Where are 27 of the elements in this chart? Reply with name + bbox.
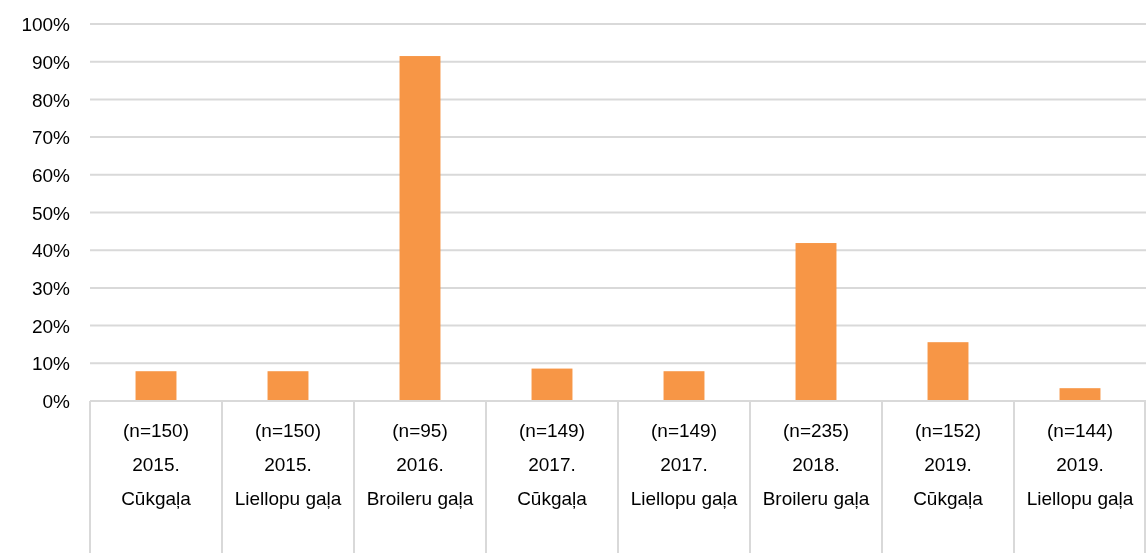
y-tick-label: 70% [31, 127, 71, 149]
x-tick-label: (n=149) 2017. Cūkgaļa [517, 420, 588, 509]
y-tick-label: 50% [31, 202, 71, 224]
x-tick-label: (n=149) 2017. Liellopu gaļa [630, 420, 738, 509]
y-tick-label: 0% [42, 391, 71, 413]
x-tick-label: (n=235) 2018. Broileru gaļa [762, 420, 870, 509]
x-tick-label: (n=150) 2015. Cūkgaļa [121, 420, 192, 509]
bar [135, 371, 177, 401]
bar [267, 371, 309, 401]
x-tick-label: (n=152) 2019. Cūkgaļa [913, 420, 984, 509]
y-tick-label: 20% [31, 315, 71, 337]
x-tick-label: (n=144) 2019. Liellopu gaļa [1026, 420, 1134, 509]
y-tick-label: 90% [31, 51, 71, 73]
bar [795, 243, 837, 401]
y-tick-label: 40% [31, 240, 71, 262]
bar [927, 342, 969, 401]
bar [531, 368, 573, 401]
bar [399, 56, 441, 401]
y-tick-label: 100% [21, 14, 71, 36]
y-tick-label: 80% [31, 89, 71, 111]
x-tick-label: (n=95) 2016. Broileru gaļa [366, 420, 474, 509]
bar [1059, 388, 1101, 401]
bar [663, 371, 705, 401]
y-tick-label: 60% [31, 164, 71, 186]
y-tick-label: 10% [31, 353, 71, 375]
y-tick-label: 30% [31, 278, 71, 300]
x-tick-label: (n=150) 2015. Liellopu gaļa [234, 420, 342, 509]
